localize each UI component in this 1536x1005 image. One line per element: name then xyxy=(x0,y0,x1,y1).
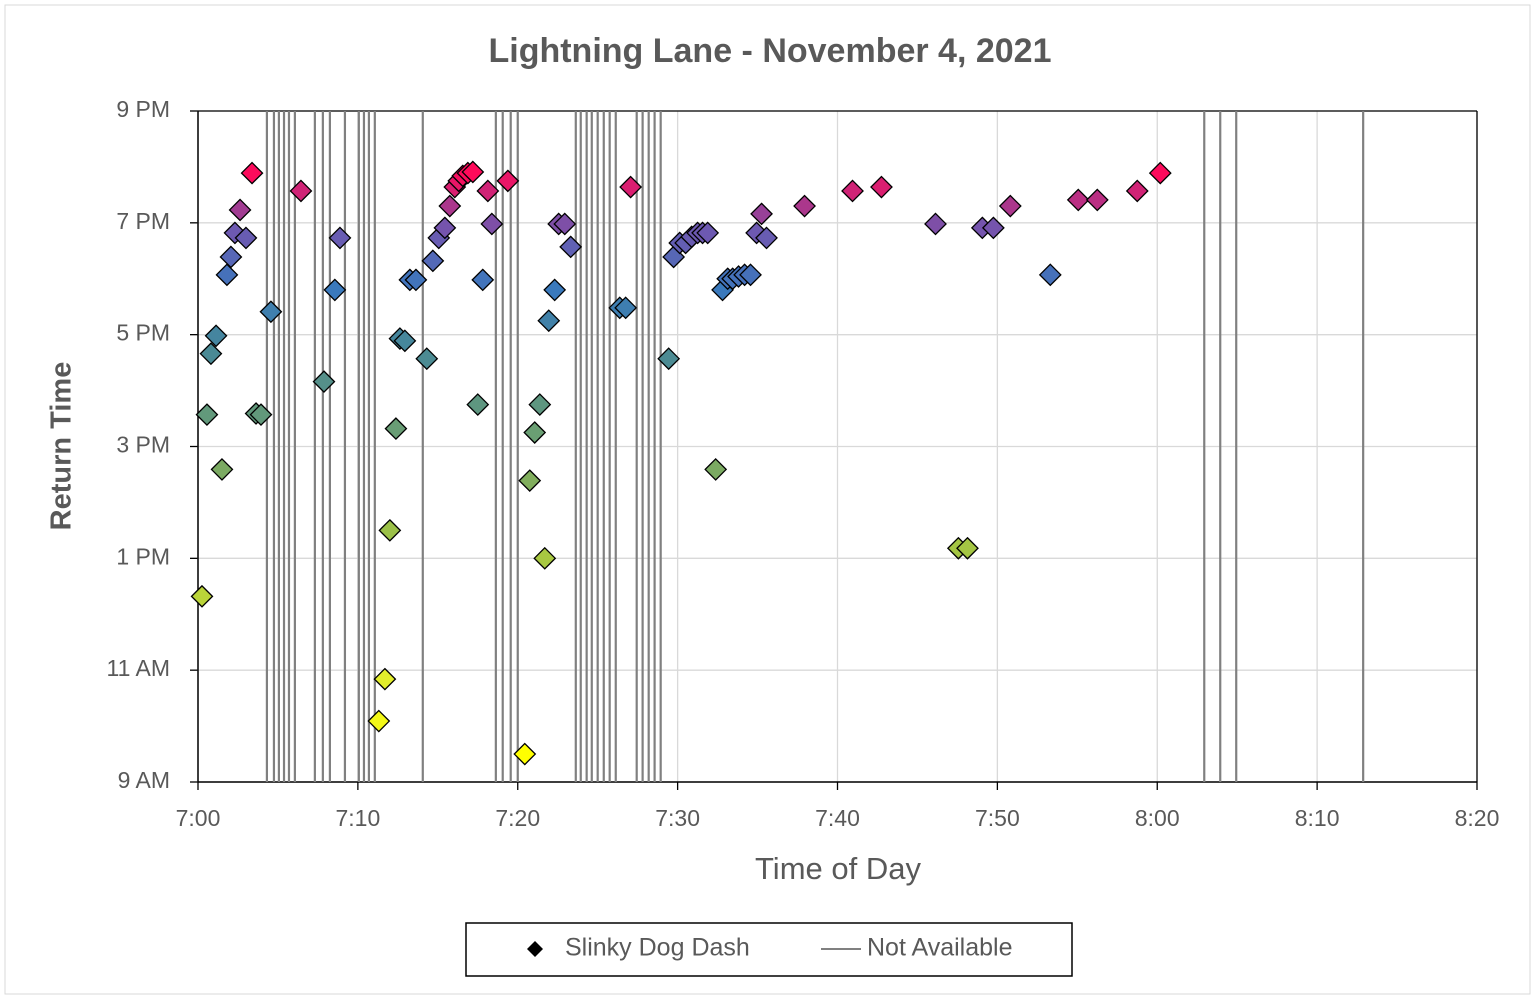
x-tick-label: 7:50 xyxy=(975,805,1020,831)
data-point xyxy=(240,161,264,185)
data-point xyxy=(328,226,352,250)
data-point xyxy=(559,235,583,259)
x-tick-label: 7:10 xyxy=(335,805,380,831)
data-point xyxy=(259,300,283,324)
data-point xyxy=(438,194,462,218)
data-point xyxy=(461,160,485,184)
legend xyxy=(465,922,1073,977)
data-point xyxy=(289,179,313,203)
data-point xyxy=(210,458,234,481)
data-point xyxy=(614,296,638,320)
data-point xyxy=(215,263,239,287)
legend-label: Slinky Dog Dash xyxy=(565,934,750,962)
y-tick-label: 9 PM xyxy=(116,96,170,122)
data-point xyxy=(543,278,567,302)
y-tick-label: 1 PM xyxy=(116,543,170,569)
x-tick-label: 7:20 xyxy=(495,805,540,831)
data-point xyxy=(195,403,219,427)
chart-title: Lightning Lane - November 4, 2021 xyxy=(488,32,1051,70)
legend-label: Not Available xyxy=(867,934,1012,962)
data-point xyxy=(1085,188,1109,212)
legend-marker xyxy=(527,941,543,957)
data-point xyxy=(528,393,552,416)
data-point xyxy=(870,175,893,199)
data-point xyxy=(249,403,273,427)
data-point xyxy=(480,212,504,236)
x-tick-label: 8:10 xyxy=(1295,805,1340,831)
x-tick-label: 8:00 xyxy=(1135,805,1180,831)
data-point xyxy=(323,278,347,302)
data-point xyxy=(956,536,979,560)
data-point xyxy=(1066,188,1090,212)
data-point xyxy=(924,212,947,236)
y-tick-label: 5 PM xyxy=(116,320,170,346)
y-tick-label: 11 AM xyxy=(107,655,171,681)
data-point xyxy=(537,309,561,333)
data-point xyxy=(1148,161,1172,185)
data-point xyxy=(404,268,428,292)
data-point xyxy=(998,194,1022,218)
data-point xyxy=(384,417,408,441)
data-point xyxy=(228,198,252,222)
x-axis-label: Time of Day xyxy=(755,851,921,886)
data-point xyxy=(704,458,728,481)
chart-border xyxy=(4,4,1531,995)
data-point xyxy=(657,347,681,371)
y-axis-label: Return Time xyxy=(46,362,78,531)
y-tick-label: 9 AM xyxy=(118,767,170,793)
data-point xyxy=(513,742,537,766)
data-point xyxy=(755,226,778,250)
x-tick-label: 8:20 xyxy=(1455,805,1500,831)
data-point xyxy=(696,221,720,245)
data-point xyxy=(1038,263,1062,287)
data-point xyxy=(204,324,228,348)
data-point xyxy=(533,546,557,570)
data-point xyxy=(378,518,402,542)
data-point xyxy=(793,194,816,218)
y-tick-label: 3 PM xyxy=(116,432,170,458)
data-point xyxy=(190,584,214,608)
data-point xyxy=(496,169,520,193)
data-point xyxy=(471,268,495,292)
data-point xyxy=(433,216,457,240)
data-point xyxy=(981,216,1005,240)
plot-area xyxy=(190,111,1365,782)
data-point xyxy=(219,245,243,269)
data-point xyxy=(553,212,577,236)
data-point xyxy=(421,249,445,273)
data-point xyxy=(234,226,258,250)
data-point xyxy=(466,393,490,416)
x-tick-label: 7:40 xyxy=(815,805,860,831)
grid xyxy=(190,110,1478,790)
data-point xyxy=(373,667,397,691)
data-point xyxy=(750,202,773,226)
data-point xyxy=(367,709,391,733)
data-point xyxy=(1125,179,1149,203)
data-point xyxy=(199,342,223,366)
data-point xyxy=(523,421,547,444)
data-point xyxy=(393,329,417,353)
data-point xyxy=(619,175,643,199)
data-point xyxy=(312,370,336,394)
data-point xyxy=(476,179,500,203)
data-point xyxy=(739,263,762,287)
data-point xyxy=(415,347,439,371)
y-tick-label: 7 PM xyxy=(116,208,170,234)
data-point xyxy=(518,469,542,493)
x-tick-label: 7:00 xyxy=(176,805,221,831)
data-point xyxy=(841,179,864,203)
x-tick-label: 7:30 xyxy=(655,805,700,831)
